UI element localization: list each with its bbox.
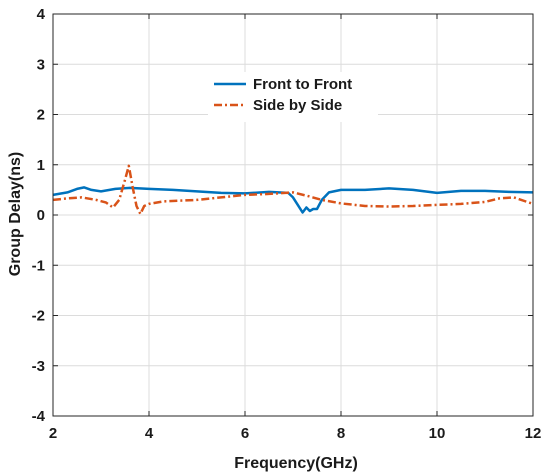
y-tick-label: -1 — [32, 257, 45, 274]
y-tick-label: 4 — [37, 6, 46, 23]
y-tick-label: 2 — [37, 107, 45, 124]
x-tick-label: 8 — [337, 425, 345, 442]
y-tick-label: 0 — [37, 207, 45, 224]
x-tick-label: 10 — [429, 425, 446, 442]
x-axis-title: Frequency(GHz) — [234, 455, 358, 472]
legend: Front to Front Side by Side — [208, 72, 378, 122]
x-tick-label: 6 — [241, 425, 249, 442]
legend-label-front-to-front: Front to Front — [253, 76, 352, 93]
y-axis-title: Group Delay(ns) — [7, 152, 24, 276]
y-tick-label: -2 — [32, 308, 45, 325]
legend-label-side-by-side: Side by Side — [253, 97, 342, 114]
series-line-side-by-side — [52, 164, 534, 216]
x-axis-ticks: 2 4 6 8 10 12 — [49, 14, 542, 442]
y-tick-label: 3 — [37, 56, 45, 73]
x-tick-label: 2 — [49, 425, 57, 442]
series-lines — [52, 164, 534, 216]
y-axis-ticks: -4 -3 -2 -1 0 1 2 3 4 — [32, 6, 533, 425]
y-tick-label: -4 — [32, 408, 46, 425]
legend-box — [208, 72, 378, 122]
series-line-front-to-front — [52, 186, 534, 214]
y-tick-label: 1 — [37, 157, 45, 174]
x-tick-label: 4 — [145, 425, 154, 442]
y-tick-label: -3 — [32, 358, 45, 375]
x-tick-label: 12 — [525, 425, 542, 442]
